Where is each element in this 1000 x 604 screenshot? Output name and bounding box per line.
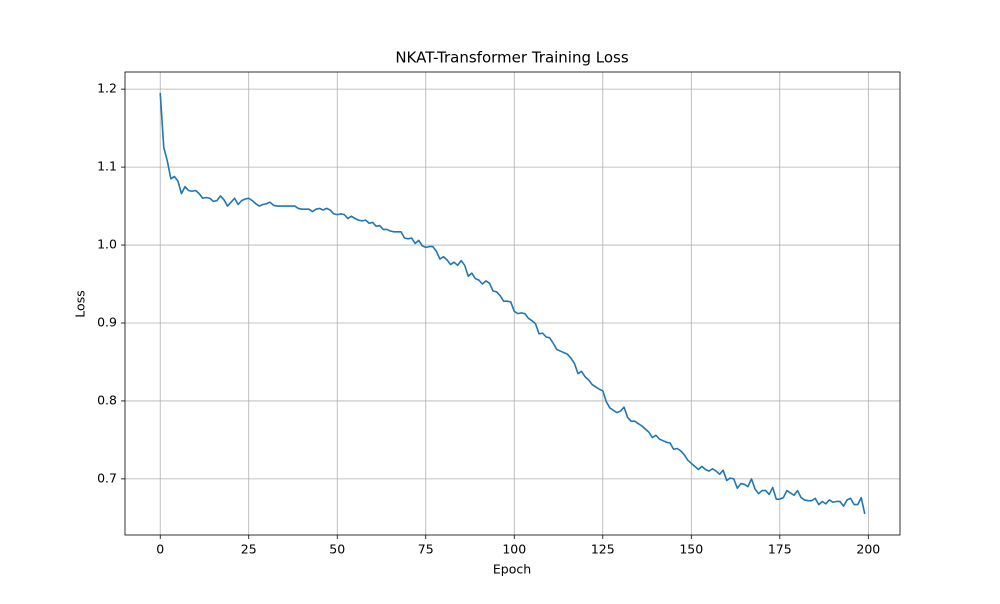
y-tick-label: 1.2 <box>97 81 117 96</box>
y-tick-label: 0.7 <box>97 470 117 485</box>
x-tick-label: 0 <box>156 542 164 557</box>
x-tick-label: 100 <box>502 542 526 557</box>
x-tick-label: 175 <box>768 542 792 557</box>
grid-layer <box>125 72 900 535</box>
y-tick-label: 1.0 <box>97 237 117 252</box>
tick-layer: 0 25 50 75 100 125 150 175 200 0.7 0.8 0.9 1.0 1.1 1.2 <box>97 81 880 557</box>
x-tick-label: 125 <box>591 542 615 557</box>
x-tick-label: 75 <box>418 542 434 557</box>
y-tick-label: 0.8 <box>97 392 117 407</box>
x-axis-label: Epoch <box>493 562 531 577</box>
y-tick-label: 1.1 <box>97 159 117 174</box>
x-tick-label: 50 <box>329 542 345 557</box>
chart-title: NKAT-Transformer Training Loss <box>395 49 629 67</box>
x-tick-label: 25 <box>241 542 257 557</box>
x-tick-label: 200 <box>856 542 880 557</box>
plot-layer <box>159 92 866 515</box>
axes-frame <box>124 71 901 536</box>
x-tick-label: 150 <box>679 542 703 557</box>
y-axis-label: Loss <box>73 290 88 317</box>
y-tick-label: 0.9 <box>97 314 117 329</box>
loss-line <box>159 92 866 515</box>
